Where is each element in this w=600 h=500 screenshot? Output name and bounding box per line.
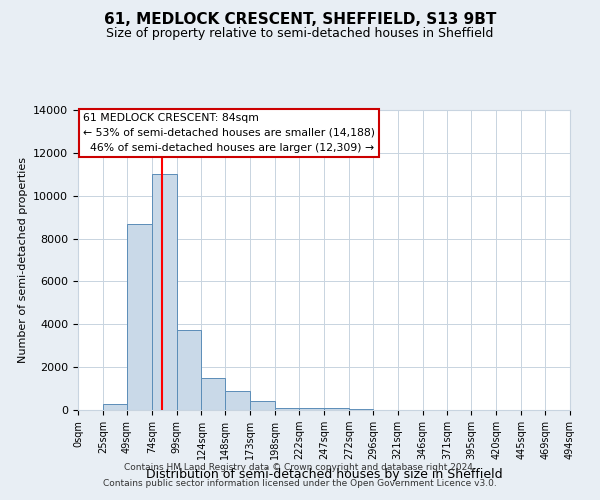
- X-axis label: Distribution of semi-detached houses by size in Sheffield: Distribution of semi-detached houses by …: [146, 468, 502, 480]
- Y-axis label: Number of semi-detached properties: Number of semi-detached properties: [17, 157, 28, 363]
- Text: Contains public sector information licensed under the Open Government Licence v3: Contains public sector information licen…: [103, 478, 497, 488]
- Bar: [349, 408, 373, 410]
- Bar: [202, 378, 226, 410]
- Bar: [127, 224, 152, 410]
- Bar: [152, 174, 176, 410]
- Bar: [299, 408, 324, 410]
- Bar: [226, 390, 250, 410]
- Bar: [250, 402, 275, 410]
- Bar: [176, 330, 202, 410]
- Text: 61, MEDLOCK CRESCENT, SHEFFIELD, S13 9BT: 61, MEDLOCK CRESCENT, SHEFFIELD, S13 9BT: [104, 12, 496, 28]
- Text: 61 MEDLOCK CRESCENT: 84sqm
← 53% of semi-detached houses are smaller (14,188)
  : 61 MEDLOCK CRESCENT: 84sqm ← 53% of semi…: [83, 113, 375, 152]
- Bar: [103, 404, 127, 410]
- Bar: [324, 408, 349, 410]
- Text: Contains HM Land Registry data © Crown copyright and database right 2024.: Contains HM Land Registry data © Crown c…: [124, 464, 476, 472]
- Bar: [275, 408, 299, 410]
- Text: Size of property relative to semi-detached houses in Sheffield: Size of property relative to semi-detach…: [106, 28, 494, 40]
